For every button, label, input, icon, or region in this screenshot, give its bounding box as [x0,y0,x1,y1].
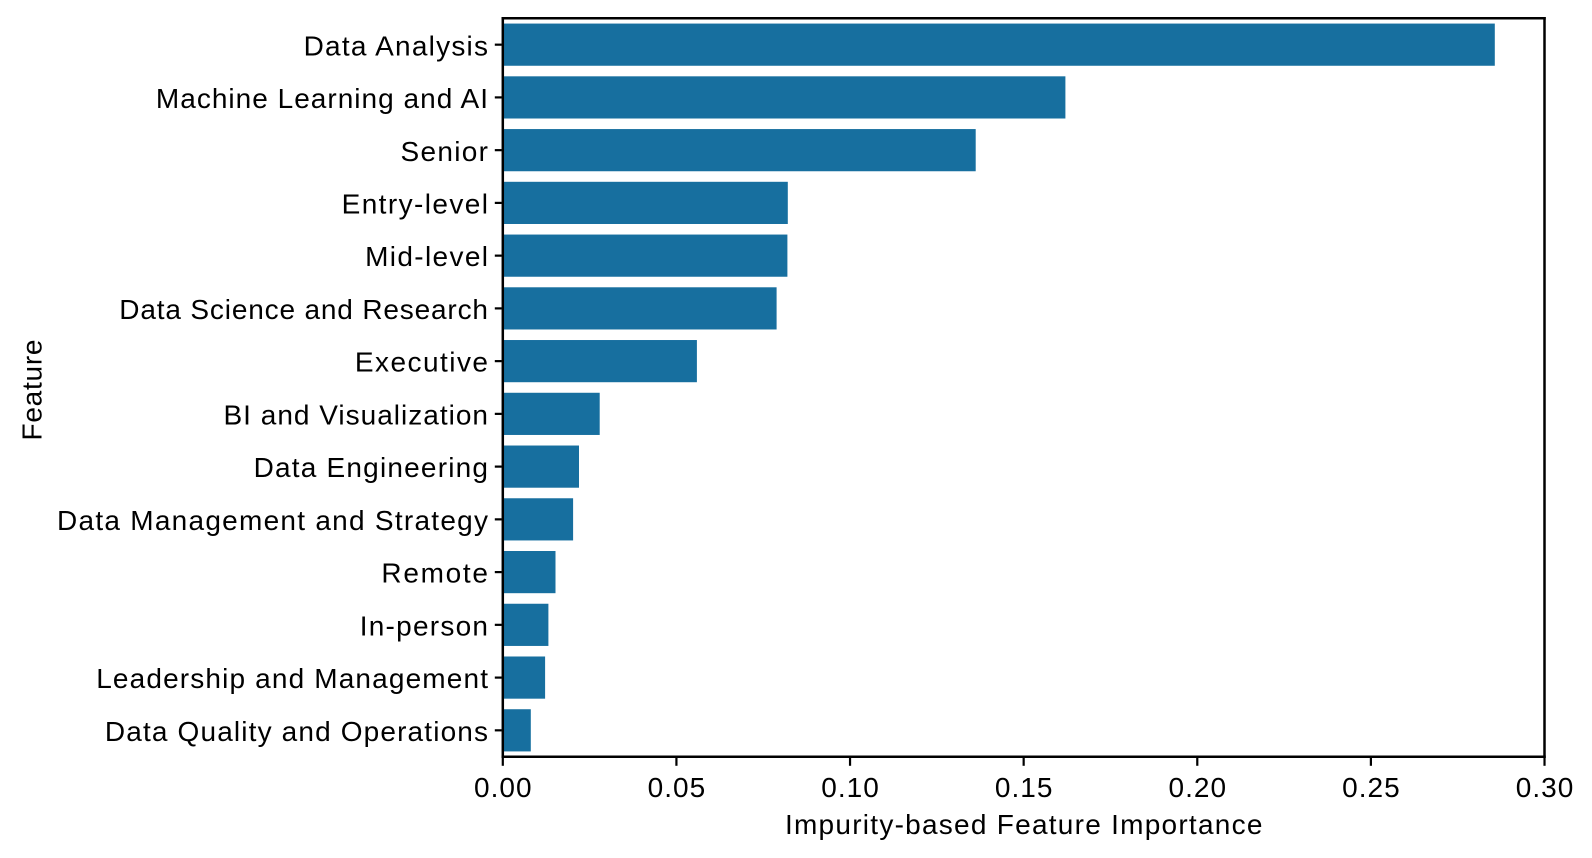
svg-text:Feature: Feature [17,340,48,441]
svg-text:In-person: In-person [360,610,488,641]
svg-text:Senior: Senior [401,136,489,167]
svg-text:Leadership and Management: Leadership and Management [96,663,488,694]
svg-text:Remote: Remote [381,558,488,589]
svg-text:0.10: 0.10 [821,772,879,803]
svg-text:Executive: Executive [355,347,488,378]
svg-text:Data Engineering: Data Engineering [254,452,488,483]
svg-text:Data Science and Research: Data Science and Research [119,294,488,325]
svg-text:Impurity-based Feature Importa: Impurity-based Feature Importance [785,809,1262,840]
svg-text:0.00: 0.00 [474,772,532,803]
svg-text:Data Quality and Operations: Data Quality and Operations [105,716,488,747]
svg-text:BI and Visualization: BI and Visualization [224,399,489,430]
svg-text:Mid-level: Mid-level [365,241,488,272]
svg-text:Machine Learning and AI: Machine Learning and AI [156,83,488,114]
svg-text:0.25: 0.25 [1342,772,1400,803]
svg-text:0.30: 0.30 [1516,772,1574,803]
svg-text:0.05: 0.05 [648,772,706,803]
svg-text:Data Analysis: Data Analysis [304,30,488,61]
svg-text:0.15: 0.15 [995,772,1052,803]
svg-text:Data Management and Strategy: Data Management and Strategy [57,505,488,536]
svg-text:0.20: 0.20 [1169,772,1227,803]
svg-text:Entry-level: Entry-level [342,189,488,220]
